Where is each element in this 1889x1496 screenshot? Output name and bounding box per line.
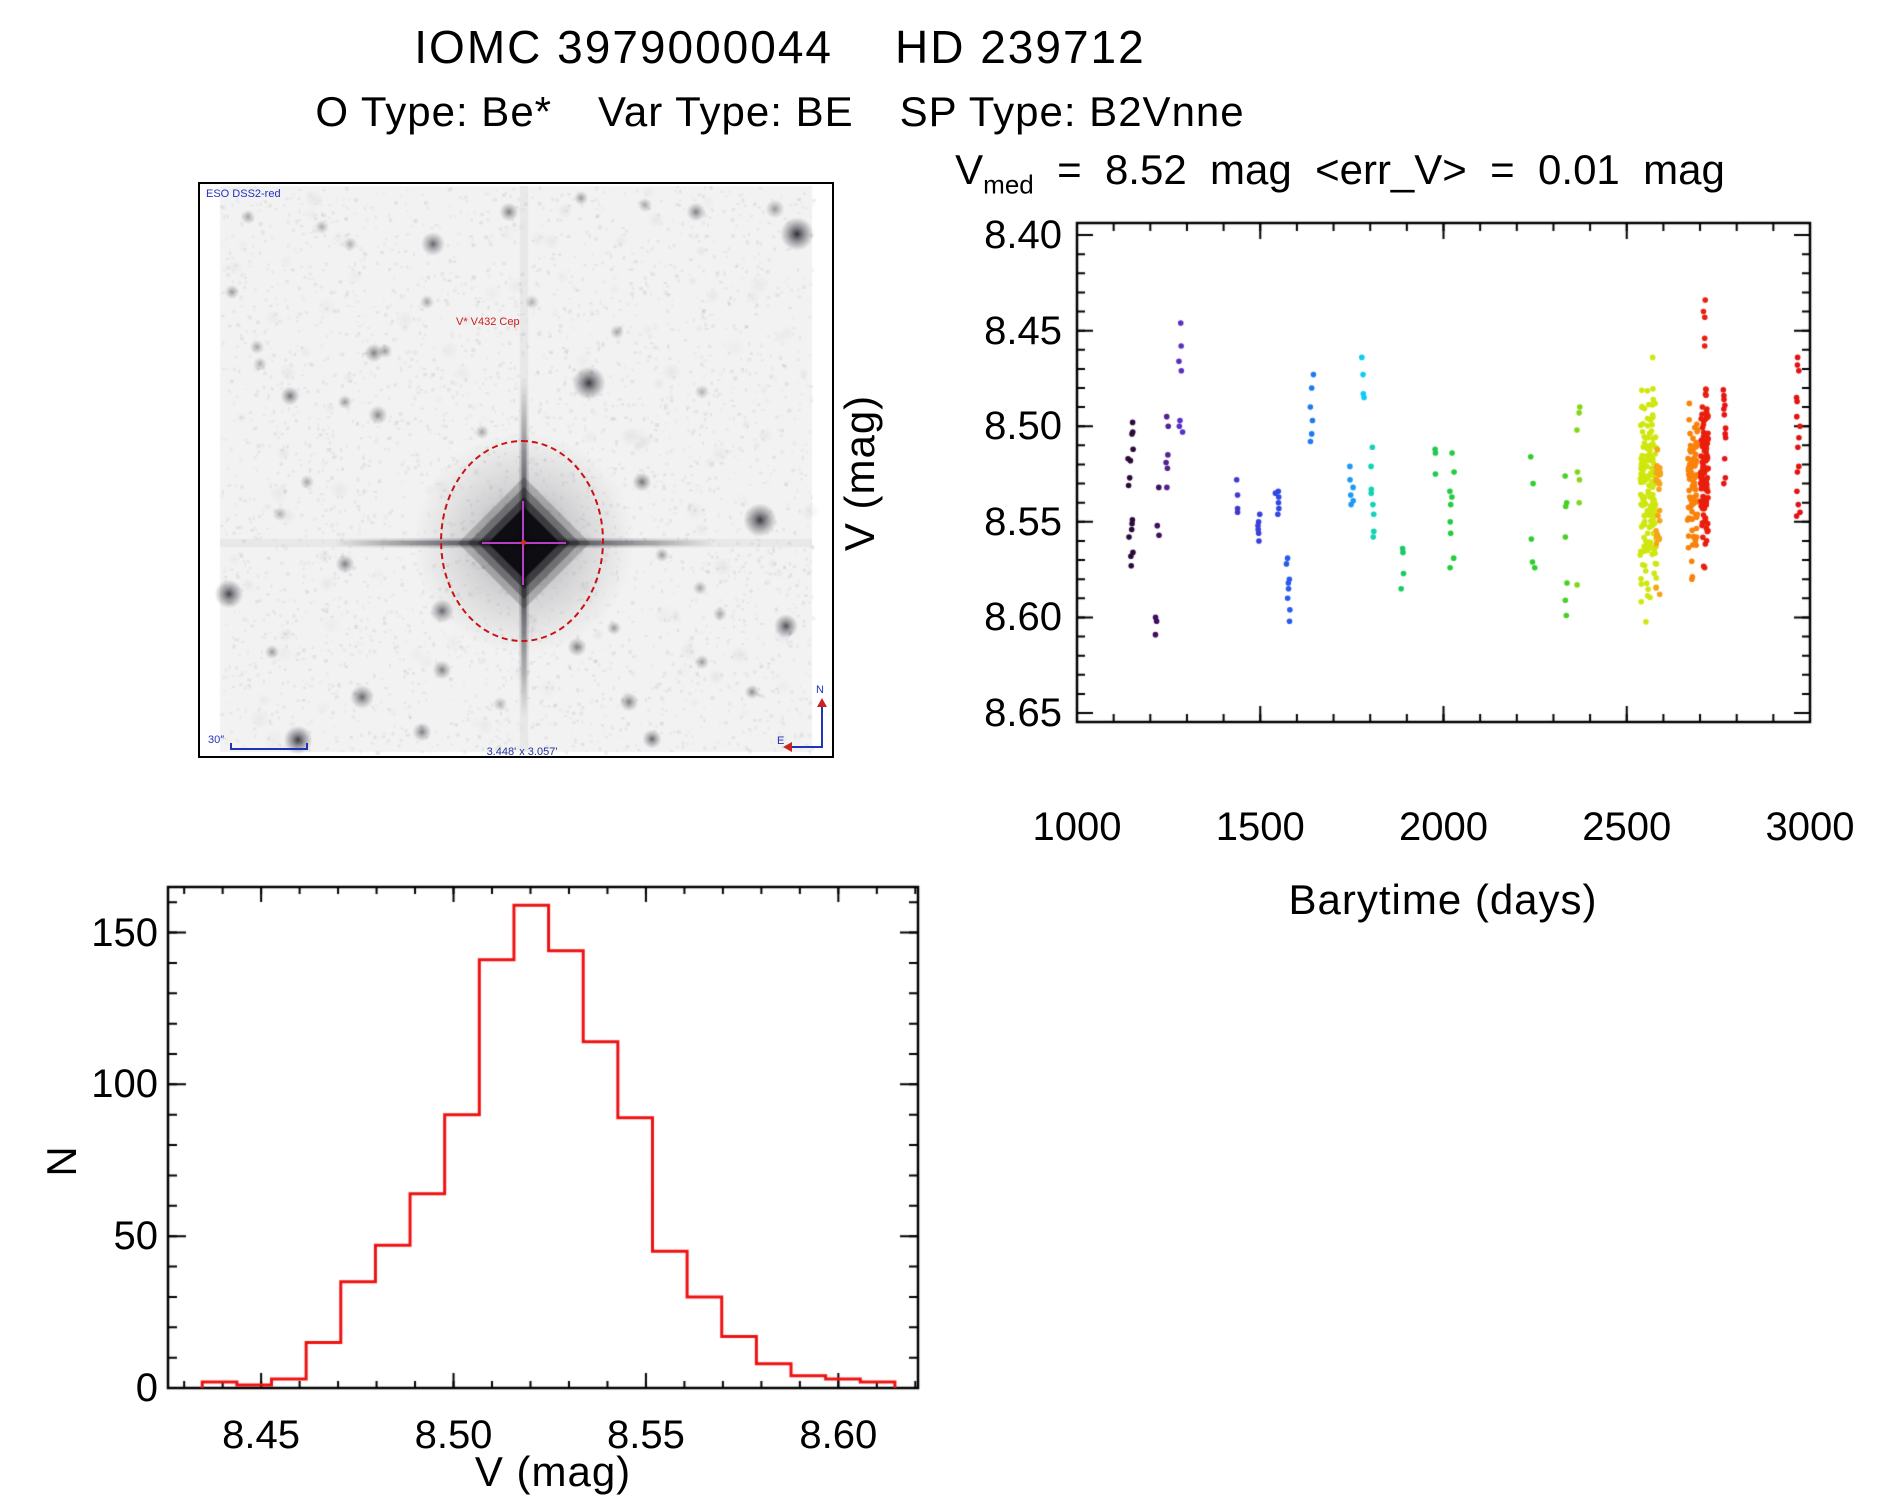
fov-label: 3.448' x 3.057' — [486, 746, 558, 758]
histogram-y-tick-label: 150 — [91, 910, 158, 955]
histogram-y-tick-label: 50 — [113, 1214, 159, 1259]
lightcurve-title: Vmed = 8.52 mag <err_V> = 0.01 mag — [955, 146, 1725, 200]
histogram-x-axis-label: V (mag) — [474, 1448, 632, 1495]
histogram-x-tick-label: 8.50 — [414, 1413, 493, 1457]
histogram-x-tick-label: 8.60 — [799, 1413, 878, 1457]
scalebar-line — [230, 743, 308, 750]
crosshair-center-dot — [521, 540, 526, 545]
variability-type: Var Type: BE — [598, 88, 854, 135]
target-star-label: V* V432 Cep — [456, 316, 520, 328]
finder-chart: ESO DSS2-red V* V432 Cep 30″ 3.448' x 3.… — [198, 182, 834, 758]
lightcurve-y-axis-label: V (mag) — [836, 394, 883, 552]
scalebar-label: 30″ — [208, 734, 225, 746]
lightcurve-y-tick-label: 8.55 — [984, 499, 1062, 544]
lightcurve-x-tick-label: 1000 — [1032, 805, 1122, 849]
title-hd: HD 239712 — [895, 21, 1146, 73]
lightcurve-y-tick-label: 8.50 — [984, 404, 1062, 449]
lightcurve-x-tick-label: 2000 — [1399, 805, 1488, 849]
page-subtitle: O Type: Be* Var Type: BE SP Type: B2Vnne — [0, 88, 1560, 136]
title-iomc: IOMC 3979000044 — [414, 21, 833, 73]
histogram-y-tick-label: 0 — [135, 1366, 158, 1410]
target-circle-marker — [440, 440, 604, 642]
histogram-x-tick-label: 8.55 — [606, 1413, 685, 1457]
lightcurve-x-axis-label: Barytime (days) — [1288, 876, 1598, 923]
spectral-type: SP Type: B2Vnne — [899, 88, 1245, 135]
lightcurve-x-tick-label: 1500 — [1215, 805, 1305, 849]
lightcurve-y-tick-label: 8.45 — [984, 308, 1062, 353]
histogram-y-tick-label: 100 — [91, 1062, 158, 1107]
lightcurve-y-tick-label: 8.60 — [984, 595, 1062, 640]
lightcurve-y-tick-label: 8.65 — [984, 691, 1062, 735]
survey-label: ESO DSS2-red — [206, 188, 281, 200]
page-title: IOMC 3979000044 HD 239712 — [0, 20, 1560, 74]
vmed-subscript: med — [983, 169, 1034, 200]
histogram-x-tick-label: 8.45 — [222, 1413, 301, 1457]
lightcurve-y-tick-label: 8.40 — [984, 213, 1062, 258]
lightcurve-x-tick-label: 3000 — [1765, 805, 1855, 849]
object-type: O Type: Be* — [315, 88, 553, 135]
lightcurve-plot-canvas — [780, 130, 1889, 970]
lightcurve-x-tick-label: 2500 — [1582, 805, 1672, 849]
histogram-plot-canvas — [40, 880, 940, 1440]
